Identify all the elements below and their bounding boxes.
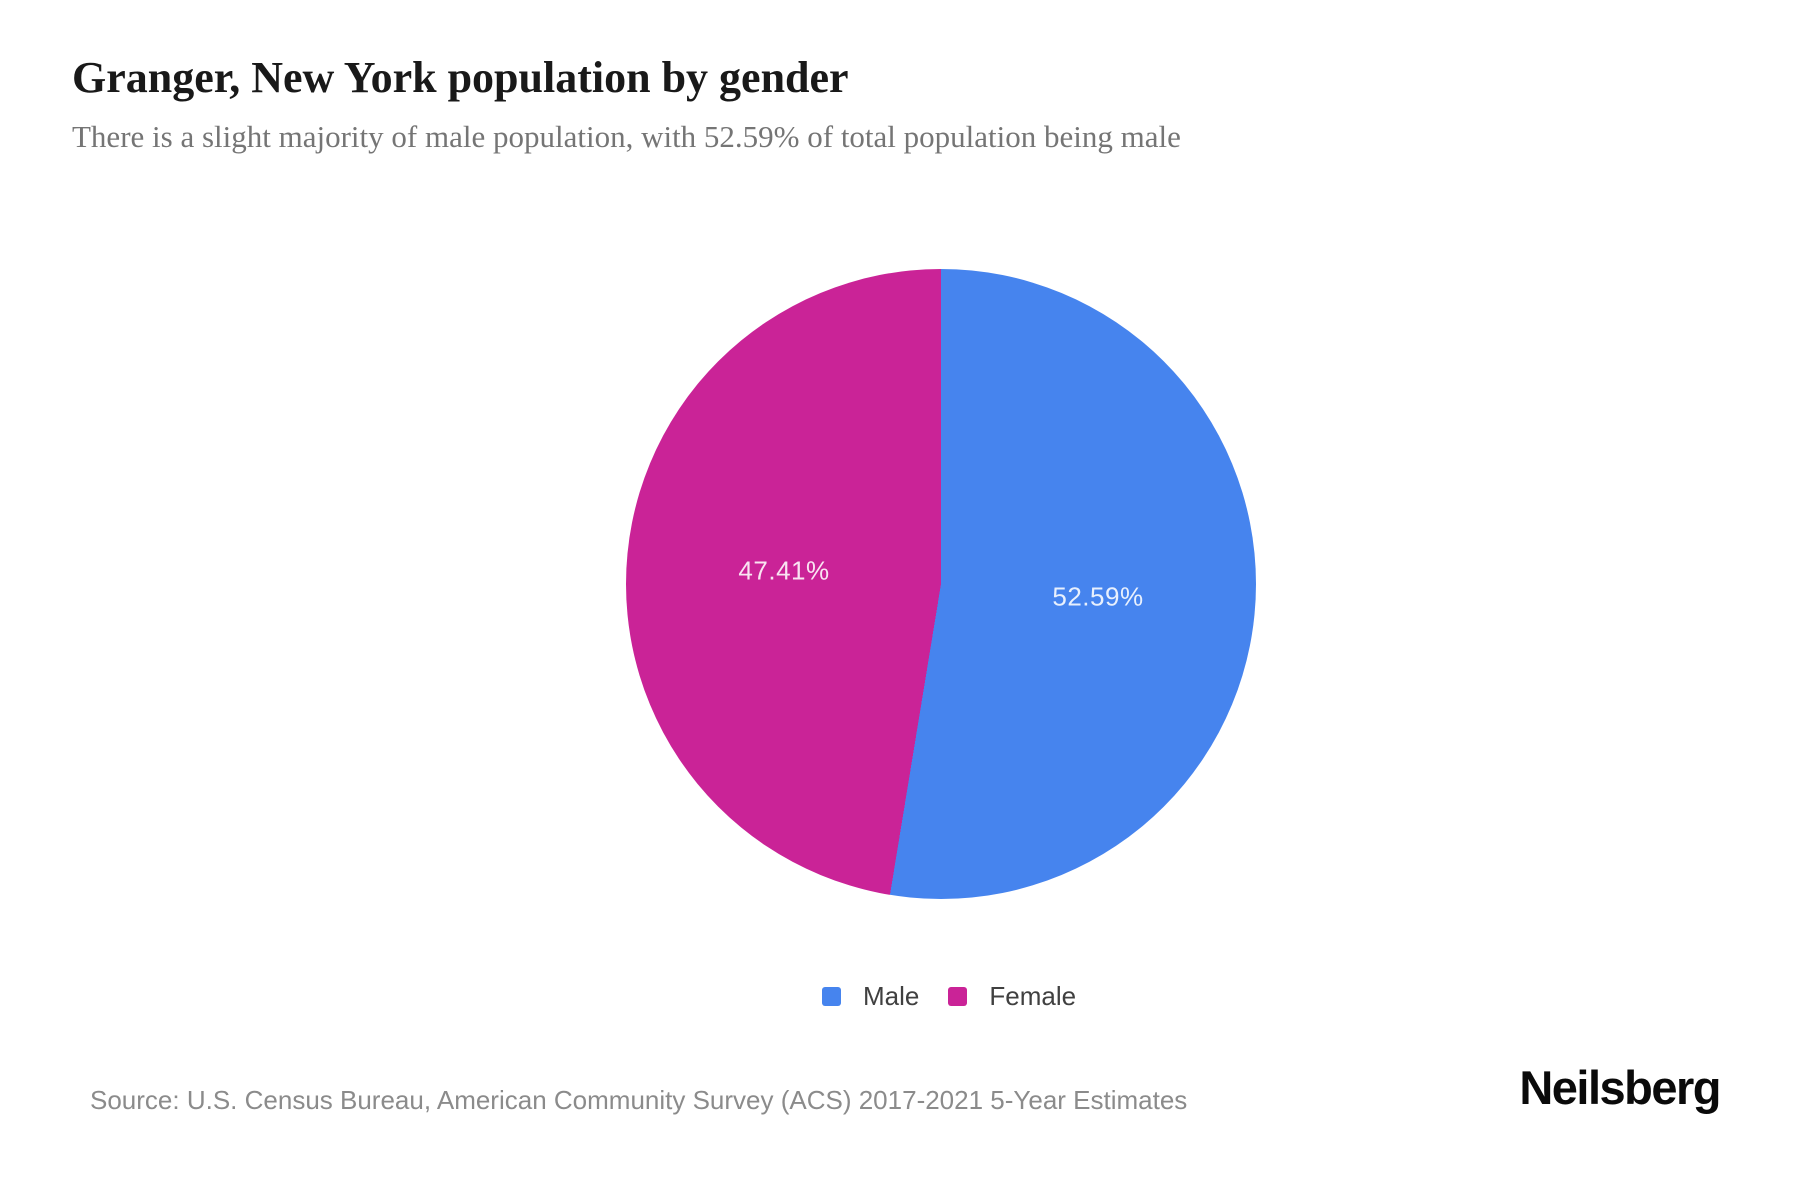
neilsberg-logo: Neilsberg xyxy=(1519,1061,1721,1114)
source-attribution: Source: U.S. Census Bureau, American Com… xyxy=(90,1085,1188,1115)
pie-chart[interactable] xyxy=(626,269,1256,899)
legend: Male Female xyxy=(822,983,1076,1009)
legend-swatch-male xyxy=(822,986,841,1006)
legend-label-male: Male xyxy=(863,981,920,1011)
legend-item-female[interactable]: Female xyxy=(948,983,1076,1009)
chart-subtitle: There is a slight majority of male popul… xyxy=(72,119,1181,154)
legend-label-female: Female xyxy=(989,981,1077,1011)
legend-item-male[interactable]: Male xyxy=(822,983,919,1009)
chart-title: Granger, New York population by gender xyxy=(72,53,849,102)
legend-swatch-female xyxy=(948,986,968,1006)
